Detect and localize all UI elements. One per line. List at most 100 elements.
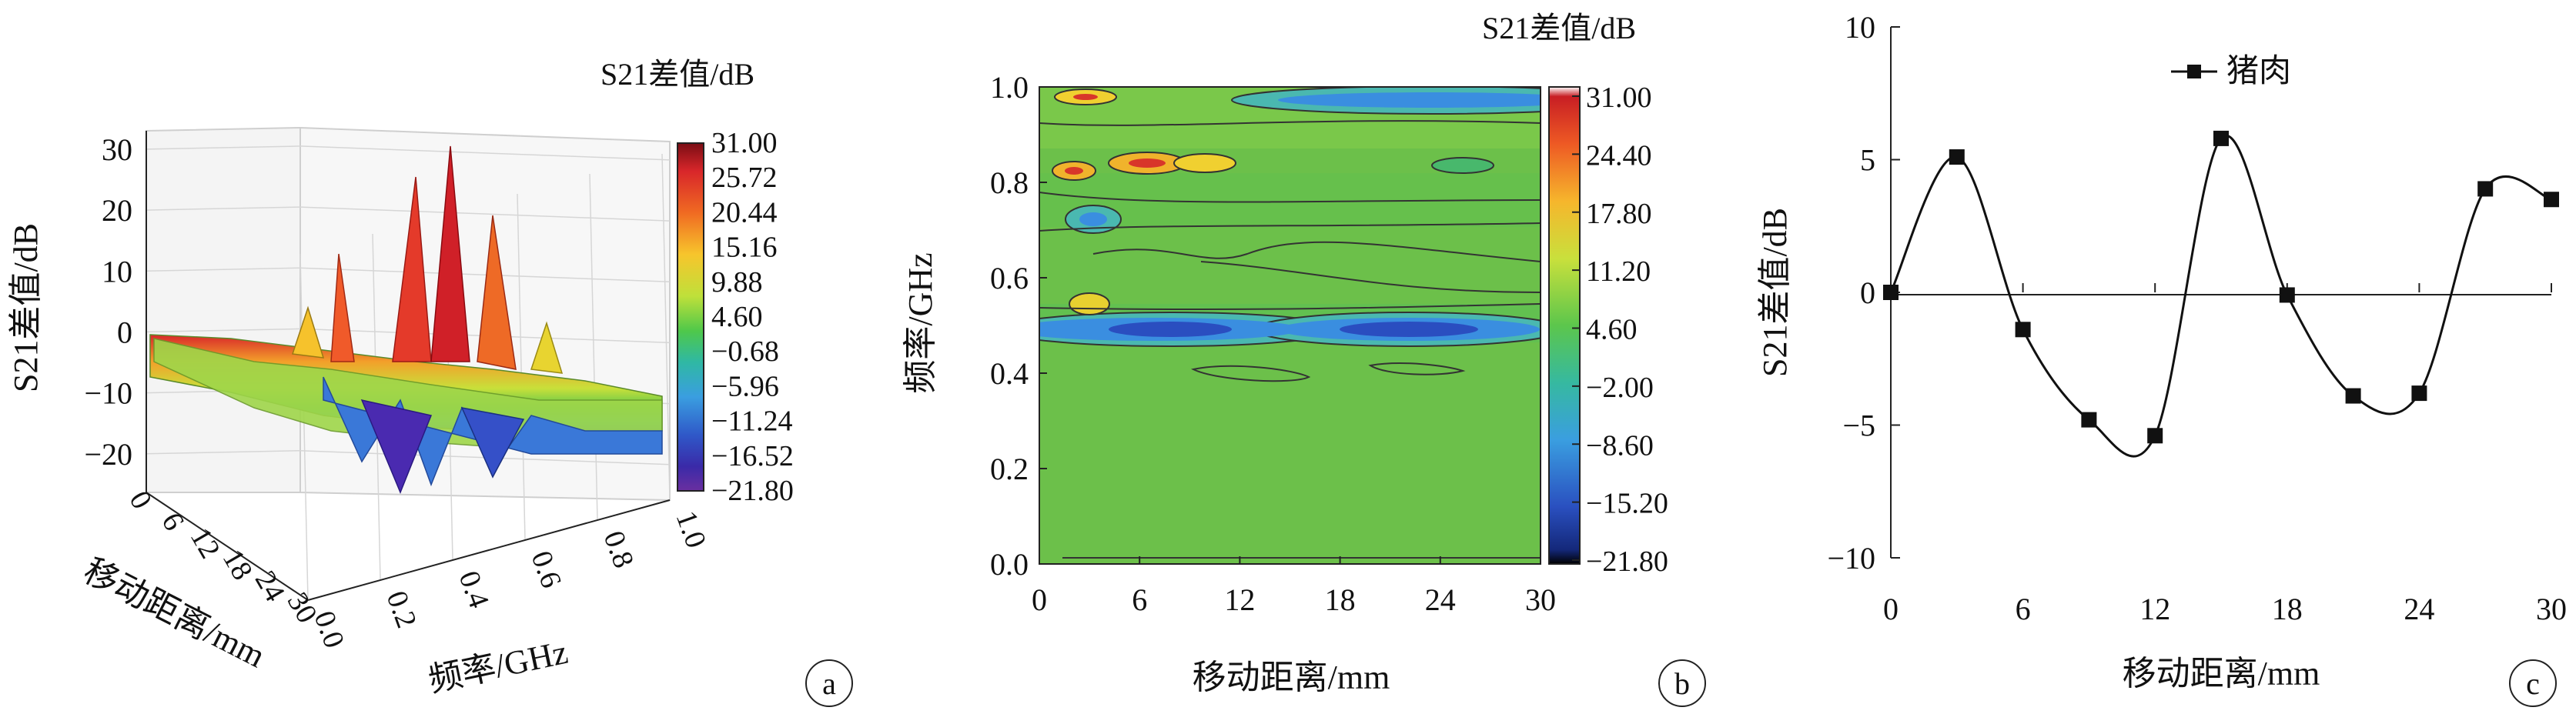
y-tick-label: 0.6 — [990, 261, 1029, 295]
colorbar-tick-label: 17.80 — [1586, 198, 1652, 230]
y-tick-label: 0 — [1860, 275, 1875, 310]
x-tick-label: 6 — [2016, 592, 2031, 626]
heatmap-frame — [1039, 86, 1541, 565]
colorbar-tick-label: −21.80 — [1586, 546, 1668, 578]
x-tick-label: 0 — [122, 485, 158, 514]
panel-b-heatmap-chart: 0.0 0.2 0.4 0.6 0.8 1.0 0 6 12 18 24 30 频率/GHz 移动距… — [902, 11, 1706, 707]
colorbar-tick-label: 31.00 — [711, 127, 778, 159]
data-point-marker — [2411, 385, 2427, 402]
colorbar — [1548, 86, 1581, 565]
y-axis-label: S21差值/dB — [1756, 208, 1794, 377]
legend-label: 猪肉 — [2226, 54, 2291, 89]
panel-label-circle — [1658, 659, 1706, 707]
z-tick-labels: −20 −10 0 10 20 30 — [84, 132, 132, 472]
y-tick-label: −10 — [1827, 541, 1875, 576]
x-tick-label: 6 — [155, 507, 190, 535]
z-axis-label: S21差值/dB — [7, 223, 45, 392]
z-tick-label: 30 — [102, 132, 132, 167]
colorbar-tick-label: 4.60 — [711, 301, 763, 333]
colorbar-title: S21差值/dB — [1482, 11, 1636, 45]
x-axis-label: 移动距离/mm — [2123, 655, 2320, 692]
y-tick-label: 1.0 — [990, 70, 1029, 105]
z-tick-label: 10 — [102, 254, 132, 289]
colorbar-tick-label: −5.96 — [711, 370, 779, 402]
data-point-marker — [1949, 149, 1965, 165]
y-axis-label: 频率/GHz — [902, 252, 939, 393]
y-tick-label: 0.8 — [597, 527, 641, 572]
data-point-marker — [2345, 388, 2361, 404]
heatmap-field — [1039, 87, 1541, 559]
x-tick-labels: 0 6 12 18 24 30 — [1032, 556, 1556, 617]
y-tick-labels: −10 −5 0 5 10 — [1827, 10, 1900, 576]
colorbar-tick-label: −16.52 — [711, 440, 794, 472]
y-tick-label: 1.0 — [670, 507, 713, 552]
data-point-marker — [2279, 287, 2295, 303]
x-tick-label: 30 — [2536, 592, 2567, 626]
colorbar — [677, 142, 704, 492]
data-point-marker — [2081, 412, 2097, 428]
colorbar-tick-label: 11.20 — [1586, 255, 1651, 288]
panel-label-circle — [805, 659, 853, 707]
x-tick-label: 0 — [1883, 592, 1899, 626]
x-tick-label: 12 — [1224, 582, 1255, 617]
y-tick-label: 0.4 — [453, 567, 496, 612]
y-tick-label: −5 — [1842, 409, 1875, 443]
y-tick-label: 10 — [1845, 10, 1875, 45]
axis-back-wall — [146, 126, 301, 493]
z-tick-label: −10 — [84, 376, 132, 411]
x-tick-label: 30 — [1525, 582, 1556, 617]
series-line-pork — [1891, 135, 2551, 458]
series-markers — [1883, 130, 2559, 444]
x-tick-label: 12 — [2139, 592, 2170, 626]
colorbar-tick-label: −0.68 — [711, 335, 779, 368]
colorbar-tick-label: −11.24 — [711, 405, 793, 438]
panel-label-a: a — [822, 666, 836, 701]
panel-label-b: b — [1674, 666, 1690, 701]
colorbar-tick-labels: 31.00 24.40 17.80 11.20 4.60 −2.00 −8.60 −15.20… — [1572, 82, 1668, 578]
colorbar-tick-label: 25.72 — [711, 162, 778, 194]
legend-marker — [2187, 65, 2201, 78]
z-tick-label: 20 — [102, 193, 132, 228]
y-axis-line — [307, 499, 671, 601]
colorbar-tick-label: −8.60 — [1586, 429, 1654, 462]
x-tick-label: 24 — [1425, 582, 1456, 617]
y-tick-label: 0.0 — [990, 547, 1029, 582]
x-tick-label: 0 — [1032, 582, 1047, 617]
z-tick-label: −20 — [84, 437, 132, 472]
y-tick-label: 0.2 — [380, 587, 423, 632]
data-point-marker — [2213, 130, 2229, 146]
x-axis-line — [146, 492, 309, 601]
colorbar-tick-label: 24.40 — [1586, 139, 1652, 172]
data-point-marker — [2147, 428, 2163, 444]
colorbar-tick-label: 31.00 — [1586, 82, 1652, 114]
x-tick-labels: 0 6 12 18 24 30 — [1883, 283, 2567, 626]
y-tick-label: 0.2 — [990, 452, 1029, 486]
y-axis-label: 频率/GHz — [425, 633, 570, 699]
y-tick-label: 5 — [1860, 143, 1875, 178]
y-tick-label: 0.8 — [990, 165, 1029, 200]
data-point-marker — [2015, 322, 2031, 338]
colorbar-tick-label: −15.20 — [1586, 488, 1668, 520]
x-tick-label: 18 — [2272, 592, 2303, 626]
x-tick-label: 24 — [2404, 592, 2434, 626]
data-point-marker — [2477, 181, 2494, 197]
colorbar-tick-label: 20.44 — [711, 196, 778, 229]
data-point-marker — [1883, 285, 1899, 300]
colorbar-tick-label: −2.00 — [1586, 372, 1654, 404]
data-point-marker — [2544, 192, 2559, 208]
surface-mesh — [149, 145, 663, 494]
colorbar-tick-labels: 31.0025.7220.4415.169.884.60−0.68−5.96−1… — [711, 127, 794, 507]
colorbar-tick-label: 4.60 — [1586, 314, 1638, 346]
colorbar-tick-label: 15.16 — [711, 232, 778, 264]
panel-c-line-chart: −10 −5 0 5 10 0 6 12 18 24 30 S21差值/dB 移动距离/mm 猪肉… — [1756, 10, 2567, 707]
x-tick-label: 6 — [1132, 582, 1147, 617]
y-tick-label: 0.4 — [990, 356, 1029, 391]
panel-label-c: c — [2526, 666, 2540, 701]
y-tick-label: 0.6 — [525, 547, 568, 592]
colorbar-title: S21差值/dB — [601, 57, 754, 92]
x-tick-label: 18 — [1325, 582, 1356, 617]
colorbar-tick-label: 9.88 — [711, 266, 763, 299]
